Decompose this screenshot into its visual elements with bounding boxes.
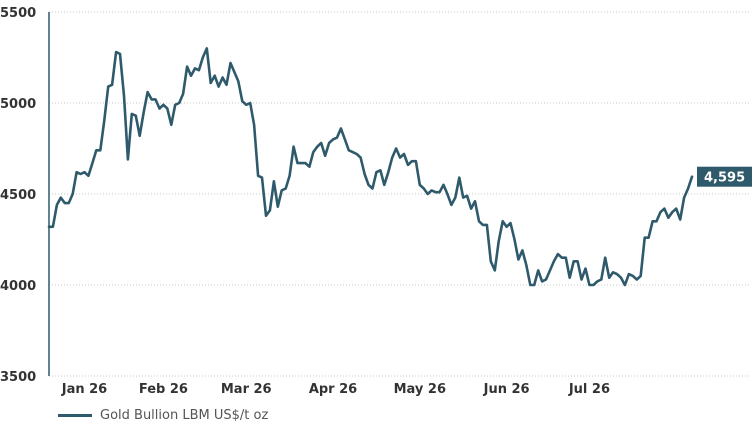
y-tick-label: 4500	[0, 188, 36, 203]
last-value-badge	[697, 166, 752, 187]
series-line-gold-bullion	[47, 47, 694, 287]
x-tick-label: Feb 26	[139, 382, 188, 397]
x-tick-label: May 26	[394, 382, 446, 397]
label-layer: 5500 5000 4500 4000 3500 Jan 26 Feb 26 Mar 26 Ap…	[0, 6, 752, 397]
y-tick-label: 3500	[0, 370, 36, 385]
x-tick-label: Mar 26	[221, 382, 272, 397]
x-tick-label: Apr 26	[309, 382, 357, 397]
legend-swatch	[58, 414, 92, 417]
grid-layer	[49, 11, 750, 377]
y-tick-label: 5500	[0, 6, 36, 21]
last-value-label: 4,595	[704, 171, 745, 186]
x-tick-label: Jan 26	[61, 382, 107, 397]
legend: Gold Bullion LBM US$/t oz	[58, 408, 268, 423]
y-tick-label: 4000	[0, 279, 36, 294]
series-layer	[47, 47, 694, 287]
x-tick-label: Jul 26	[568, 382, 610, 397]
x-tick-label: Jun 26	[483, 382, 530, 397]
y-tick-label: 5000	[0, 97, 36, 112]
legend-label: Gold Bullion LBM US$/t oz	[100, 408, 269, 423]
